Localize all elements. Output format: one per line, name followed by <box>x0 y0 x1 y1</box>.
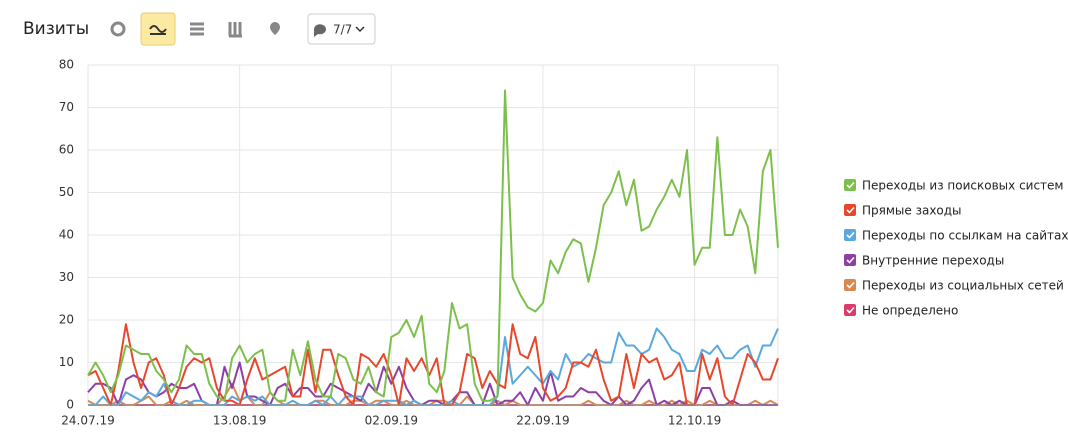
legend-item[interactable]: Внутренние переходы <box>844 254 1004 268</box>
area-view-button[interactable] <box>190 22 204 36</box>
toolbar: 7/7 <box>110 12 376 46</box>
y-tick-label: 0 <box>66 398 74 412</box>
legend-item[interactable]: Не определено <box>844 304 958 318</box>
x-tick-label: 13.08.19 <box>213 414 266 428</box>
map-view-button[interactable] <box>270 22 280 35</box>
series-line <box>87 89 779 402</box>
filter-label: 7/7 <box>333 23 352 37</box>
x-tick-label: 12.10.19 <box>668 414 721 428</box>
x-tick-label: 22.09.19 <box>516 414 569 428</box>
legend-label: Переходы из социальных сетей <box>862 279 1064 293</box>
y-tick-label: 70 <box>59 100 74 114</box>
legend-checkbox <box>844 254 856 266</box>
series-line <box>87 323 779 406</box>
legend-item[interactable]: Переходы по ссылкам на сайтах <box>844 229 1068 243</box>
legend-check <box>846 306 855 314</box>
legend-label: Переходы из поисковых систем <box>862 179 1064 193</box>
x-tick-label: 02.09.19 <box>365 414 418 428</box>
y-tick-label: 20 <box>59 313 74 327</box>
legend-check <box>846 181 855 189</box>
legend-item[interactable]: Переходы из поисковых систем <box>844 179 1064 193</box>
y-tick-label: 10 <box>59 355 74 369</box>
legend-checkbox <box>844 279 856 291</box>
y-tick-label: 30 <box>59 270 74 284</box>
legend-item[interactable]: Прямые заходы <box>844 204 962 218</box>
chevron <box>355 26 365 33</box>
y-tick-label: 80 <box>59 58 74 72</box>
bar-view-button[interactable] <box>228 22 242 38</box>
legend-item[interactable]: Переходы из социальных сетей <box>844 279 1064 293</box>
filter-button[interactable] <box>307 13 376 45</box>
legend-label: Прямые заходы <box>862 204 962 218</box>
legend-checkbox <box>844 204 856 216</box>
y-tick-label: 40 <box>59 228 74 242</box>
legend-check <box>846 256 855 264</box>
x-tick-label: 24.07.19 <box>61 414 114 428</box>
legend-checkbox <box>844 229 856 241</box>
legend-check <box>846 231 855 239</box>
legend-checkbox <box>844 179 856 191</box>
y-tick-label: 60 <box>59 143 74 157</box>
pie-view-button[interactable] <box>110 21 126 37</box>
legend-checkbox <box>844 304 856 316</box>
legend-label: Не определено <box>862 304 958 318</box>
line-icon <box>149 25 167 35</box>
legend-check <box>846 206 855 214</box>
comment-icon <box>314 24 326 37</box>
chart-title: Визиты <box>23 19 89 39</box>
legend-label: Переходы по ссылкам на сайтах <box>862 229 1068 243</box>
legend-check <box>846 281 855 289</box>
y-tick-label: 50 <box>59 185 74 199</box>
legend-label: Внутренние переходы <box>862 254 1004 268</box>
